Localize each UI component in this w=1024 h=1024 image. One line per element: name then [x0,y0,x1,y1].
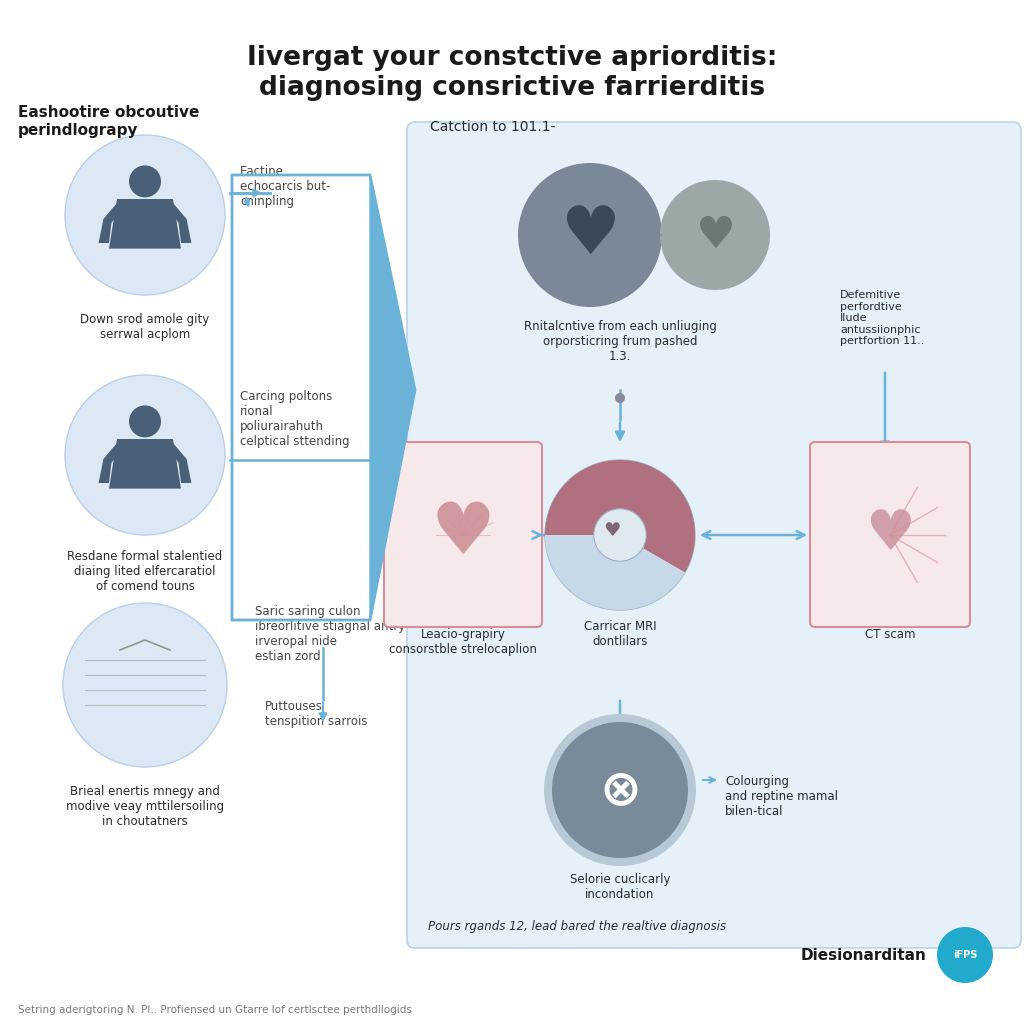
Text: Rnitalcntive from each unliuging
orporsticring frum pashed
1.3.: Rnitalcntive from each unliuging orporst… [523,319,717,362]
Wedge shape [545,460,695,572]
Wedge shape [545,535,685,610]
Circle shape [129,166,161,198]
Text: Carricar MRI
dontlilars: Carricar MRI dontlilars [584,620,656,648]
Polygon shape [98,443,123,483]
Text: Pours rgands 12, lead bared the realtive diagnosis: Pours rgands 12, lead bared the realtive… [428,920,726,933]
Text: iFPS: iFPS [952,950,977,961]
Text: Catction to 101.1-: Catction to 101.1- [430,120,555,134]
Text: Resdane formal stalentied
diaing lited elfercaratiol
of comend touns: Resdane formal stalentied diaing lited e… [68,550,222,593]
Text: ♥: ♥ [431,501,496,569]
Circle shape [937,927,993,983]
Circle shape [615,393,625,403]
Polygon shape [167,203,191,243]
Text: Down srod amole gity
serrwal acplom: Down srod amole gity serrwal acplom [80,313,210,341]
Circle shape [65,375,225,535]
Text: Eashootire obcoutive: Eashootire obcoutive [18,105,200,120]
Circle shape [544,714,696,866]
Circle shape [552,722,688,858]
Text: perindlograpy: perindlograpy [18,123,138,138]
FancyBboxPatch shape [384,442,542,627]
Text: Colourging
and reptine mamal
bilen-tical: Colourging and reptine mamal bilen-tical [725,775,838,818]
Text: ♥: ♥ [560,202,620,268]
Text: Puttouses
tenspition sarrois: Puttouses tenspition sarrois [265,700,368,728]
Text: Saric saring culon
ibreorlitive stiagnal antry
irveropal nide
estian zord: Saric saring culon ibreorlitive stiagnal… [255,605,406,663]
Circle shape [660,180,770,290]
Circle shape [65,135,225,295]
Circle shape [594,509,646,561]
Text: Brieal enertis mnegy and
modive veay mttilersoiling
in choutatners: Brieal enertis mnegy and modive veay mtt… [66,785,224,828]
Circle shape [545,460,695,610]
Polygon shape [109,439,181,488]
Text: ♥: ♥ [865,508,914,562]
Circle shape [63,603,227,767]
Text: Eactine
echocarcis but-
cninpling: Eactine echocarcis but- cninpling [240,165,331,208]
Circle shape [129,406,161,437]
Text: ♥: ♥ [695,213,735,256]
Circle shape [518,163,662,307]
Polygon shape [370,175,415,620]
Text: Selorie cuclicarly
incondation: Selorie cuclicarly incondation [569,873,671,901]
Polygon shape [98,203,123,243]
Text: ♥: ♥ [603,520,621,540]
Text: CT scam: CT scam [864,628,915,641]
Text: Diesionarditan: Diesionarditan [801,947,927,963]
Text: diagnosing consrictive farrierditis: diagnosing consrictive farrierditis [259,75,765,101]
Text: Iivergat your constctive apriorditis:: Iivergat your constctive apriorditis: [247,45,777,71]
FancyBboxPatch shape [810,442,970,627]
Text: Defemitive
perfordtive
Ilude
antussiionphic
pertfortion 11..: Defemitive perfordtive Ilude antussiionp… [840,290,925,346]
FancyBboxPatch shape [407,122,1021,948]
Text: Leacio-grapiry
consorstble strelocaplion: Leacio-grapiry consorstble strelocaplion [389,628,537,656]
Text: Carcing poltons
rional
poliurairahuth
celptical sttending: Carcing poltons rional poliurairahuth ce… [240,390,349,449]
Polygon shape [167,443,191,483]
Polygon shape [109,199,181,249]
Text: Setring aderigtoring N. Pl.. Profiensed un Gtarre lof certlsctee perthdllogids: Setring aderigtoring N. Pl.. Profiensed … [18,1005,412,1015]
Text: ⊗: ⊗ [599,766,641,814]
